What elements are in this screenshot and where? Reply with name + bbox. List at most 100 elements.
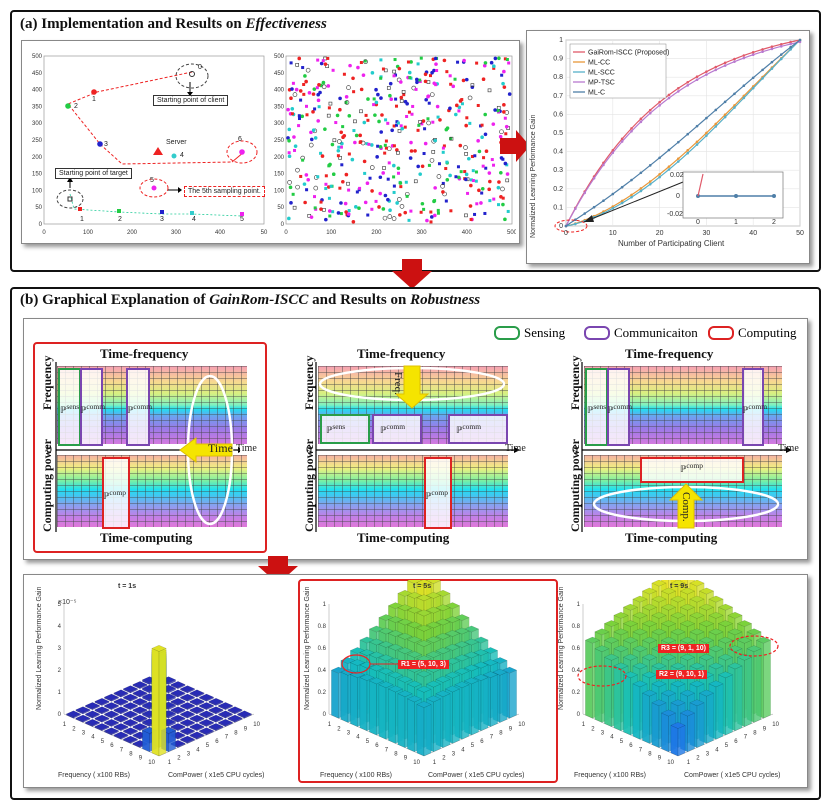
perf-series-point [705,131,708,135]
bar-top-face [426,695,441,703]
bar-ytick: 3 [452,752,456,758]
bar-ytick: 10 [518,722,525,728]
scatter-point [475,61,479,65]
bar-top-face [199,719,214,726]
scatter-point [319,200,323,204]
scatter-point [437,162,441,166]
perf-ytick: 0.7 [553,93,563,100]
scatter-point [418,78,422,82]
bar-right-face [442,693,451,748]
bar-top-face [369,638,384,646]
scatter-point [293,148,297,152]
scatter-point [356,65,360,70]
scatter-point [287,138,291,143]
bar-top-face [613,611,629,619]
scatter-point [367,142,371,146]
perf-series-point [742,54,746,57]
scatter-point [394,104,398,108]
perf-series-point [733,60,736,63]
scatter-point [433,138,438,143]
map-label-t3: 3 [160,216,164,223]
perf-series-point [695,78,699,82]
bar3-annot2: R2 = (9, 10, 1) [656,670,707,679]
scatter-point [330,142,335,147]
d2-time-axis: Time [505,443,526,454]
scatter-point [299,174,303,178]
bar-top-face [94,698,110,705]
perf-series-point [761,77,764,80]
scatter-point [395,148,399,152]
bar-top-face [604,653,619,661]
scatter-point [287,151,291,155]
d2-comm-text-2: ℙcomm [456,422,482,435]
scatter-point [407,110,411,114]
scatter-xtick: 500 [507,230,516,236]
bar-top-face [123,693,138,701]
scatter-point [505,57,509,61]
bar-right-face [433,698,441,753]
bar-left-face [613,665,622,732]
perf-series-point [564,224,568,228]
perf-series-point [742,56,746,60]
bar-top-face [180,702,195,709]
bar-xtick: 3 [347,731,351,737]
perf-series-point [677,86,680,90]
bar-top-face [651,595,667,603]
bar-right-face [158,648,167,757]
bar-top-face [464,677,479,685]
scatter-point [384,118,388,122]
d3-comm-text-1: ℙcomm [607,402,633,415]
scatter-point [414,87,418,91]
scatter-ytick: 100 [274,188,285,194]
scatter-point [463,145,468,150]
scatter-point [324,182,328,186]
bar-ztick: 0.6 [572,646,581,652]
bar-ytick: 10 [253,722,260,728]
bar-ztick: 2 [58,668,62,674]
scatter-point [460,102,464,106]
scatter-point [327,209,332,213]
bar-top-face [104,719,119,726]
bar-left-face [350,674,358,727]
d1-tc-title: Time-computing [100,530,193,545]
bar-top-face [170,706,186,714]
scatter-point [388,93,392,98]
scatter-point [339,145,343,149]
scatter-point [448,173,452,178]
scatter-point [339,212,343,216]
bar-top-face [397,675,413,683]
bar2-xlabel: Frequency ( x100 RBs) [320,772,392,779]
bar-top-face [218,702,233,709]
scatter-point [457,175,461,180]
scatter-point [377,119,381,124]
bar-top-face [670,628,686,636]
bar-ytick: 6 [734,739,738,745]
bar-top-face [416,685,432,693]
scatter-point [423,127,427,131]
scatter-point [303,200,307,205]
scatter-point [433,56,438,61]
scatter-point [459,170,463,174]
scatter-point [403,99,408,104]
bar-top-face [416,640,432,647]
bar-top-face [189,689,205,697]
bar-top-face [661,603,676,611]
bar-left-face [378,684,387,740]
bar-right-face [461,684,470,740]
perf-series-point [733,92,736,96]
d3-freq-label: Frequency [568,355,582,410]
perf-series-point [583,191,587,195]
scatter-point [399,99,404,103]
scatter-point [505,172,510,176]
scatter-point [481,77,486,81]
bar-top-face [492,668,508,676]
scatter-point [436,174,442,179]
scatter-point [399,124,403,128]
scatter-point [466,191,470,195]
scatter-point [398,181,403,185]
scatter-point [430,215,434,219]
perf-series-point [705,73,708,76]
scatter-point [307,91,312,95]
bar-ytick: 8 [234,731,238,737]
bar-left-face [623,674,631,736]
